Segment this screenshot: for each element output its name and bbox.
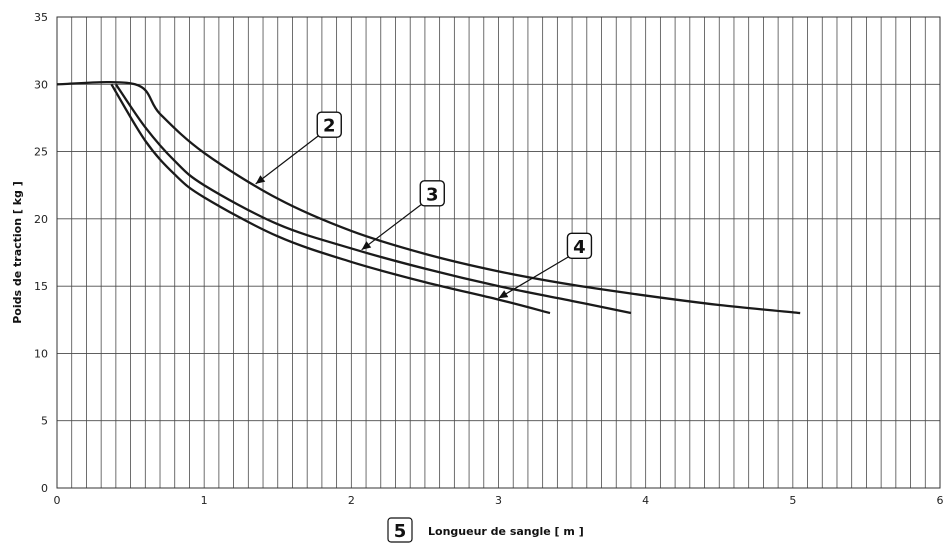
- axis-marker-number: 5: [394, 521, 407, 542]
- x-axis-title: Longueur de sangle [ m ]: [428, 525, 584, 538]
- callout-leader: [498, 255, 570, 299]
- callout-label-2: 2: [323, 116, 336, 137]
- series-lines: [56, 80, 801, 315]
- tick-labels: 0 1 2 3 4 5 6 0 5 10 15 20 25 30 35: [34, 11, 944, 507]
- y-tick-label: 20: [34, 213, 48, 226]
- callout-arrowhead: [361, 241, 372, 250]
- callouts: 2 3 4: [255, 111, 593, 299]
- x-tick-label: 4: [642, 494, 649, 507]
- x-tick-label: 2: [348, 494, 355, 507]
- y-tick-label: 10: [34, 347, 48, 360]
- x-axis-title-group: 5 Longueur de sangle [ m ]: [387, 517, 584, 543]
- callout-box-3: [419, 180, 445, 207]
- callout-box-2: [316, 111, 342, 138]
- callout-label-4: 4: [573, 237, 586, 258]
- y-tick-label: 15: [34, 280, 48, 293]
- axis-marker-box: [387, 517, 413, 543]
- y-tick-label: 0: [41, 482, 48, 495]
- callout-leader: [255, 134, 320, 185]
- series-line-2: [56, 80, 801, 315]
- callout-arrowhead: [498, 290, 509, 299]
- series-line-3: [114, 83, 632, 315]
- y-tick-label: 5: [41, 415, 48, 428]
- x-tick-label: 0: [54, 494, 61, 507]
- grid: [57, 17, 940, 488]
- x-tick-label: 5: [789, 494, 796, 507]
- y-tick-label: 30: [34, 78, 48, 91]
- plot-area: [56, 16, 941, 489]
- x-tick-label: 3: [495, 494, 502, 507]
- series-line-4: [110, 83, 551, 315]
- x-tick-label: 1: [201, 494, 208, 507]
- y-axis-title: Poids de traction [ kg ]: [11, 181, 24, 324]
- callout-box-4: [566, 232, 593, 259]
- x-tick-label: 6: [937, 494, 944, 507]
- y-tick-label: 35: [34, 11, 48, 24]
- callout-leader: [361, 203, 423, 251]
- callout-arrowhead: [255, 175, 266, 184]
- y-tick-label: 25: [34, 146, 48, 159]
- callout-label-3: 3: [426, 184, 439, 205]
